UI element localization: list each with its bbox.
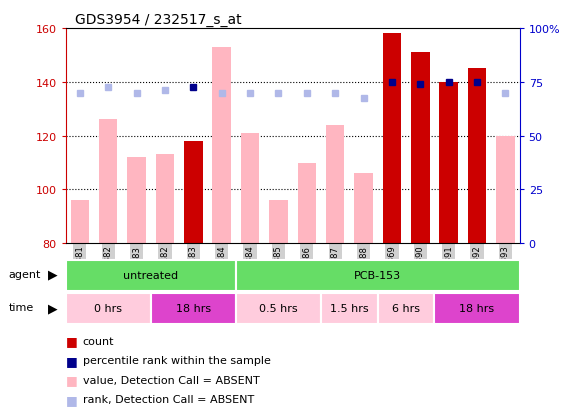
- FancyBboxPatch shape: [435, 293, 520, 324]
- Text: 0.5 hrs: 0.5 hrs: [259, 304, 297, 314]
- Bar: [99, 120, 118, 244]
- Bar: [71, 201, 89, 244]
- Text: agent: agent: [9, 270, 41, 280]
- Bar: [297, 163, 316, 244]
- Text: 18 hrs: 18 hrs: [460, 304, 494, 314]
- Text: 18 hrs: 18 hrs: [176, 304, 211, 314]
- FancyBboxPatch shape: [151, 293, 236, 324]
- Text: untreated: untreated: [123, 271, 178, 281]
- Text: value, Detection Call = ABSENT: value, Detection Call = ABSENT: [83, 375, 260, 385]
- Bar: [212, 48, 231, 244]
- Text: percentile rank within the sample: percentile rank within the sample: [83, 355, 271, 366]
- FancyBboxPatch shape: [236, 260, 520, 291]
- Text: ■: ■: [66, 335, 77, 347]
- Bar: [383, 34, 401, 244]
- Text: ■: ■: [66, 393, 77, 406]
- Text: 0 hrs: 0 hrs: [94, 304, 122, 314]
- Bar: [496, 136, 514, 244]
- Bar: [440, 83, 458, 244]
- Text: PCB-153: PCB-153: [354, 271, 401, 281]
- Bar: [326, 126, 344, 244]
- Text: 1.5 hrs: 1.5 hrs: [330, 304, 369, 314]
- Text: time: time: [9, 303, 34, 313]
- Text: ■: ■: [66, 354, 77, 367]
- Bar: [468, 69, 486, 244]
- Bar: [270, 201, 288, 244]
- Text: 6 hrs: 6 hrs: [392, 304, 420, 314]
- Text: GDS3954 / 232517_s_at: GDS3954 / 232517_s_at: [75, 12, 242, 26]
- FancyBboxPatch shape: [321, 293, 378, 324]
- Bar: [127, 158, 146, 244]
- Text: ▶: ▶: [49, 301, 58, 314]
- Bar: [156, 155, 174, 244]
- FancyBboxPatch shape: [378, 293, 435, 324]
- Bar: [411, 53, 429, 244]
- Bar: [184, 142, 203, 244]
- Text: count: count: [83, 336, 114, 346]
- Text: ▶: ▶: [49, 268, 58, 281]
- Text: ■: ■: [66, 373, 77, 386]
- FancyBboxPatch shape: [236, 293, 321, 324]
- FancyBboxPatch shape: [66, 260, 236, 291]
- Bar: [241, 134, 259, 244]
- FancyBboxPatch shape: [66, 293, 151, 324]
- Text: rank, Detection Call = ABSENT: rank, Detection Call = ABSENT: [83, 394, 254, 404]
- Bar: [355, 174, 373, 244]
